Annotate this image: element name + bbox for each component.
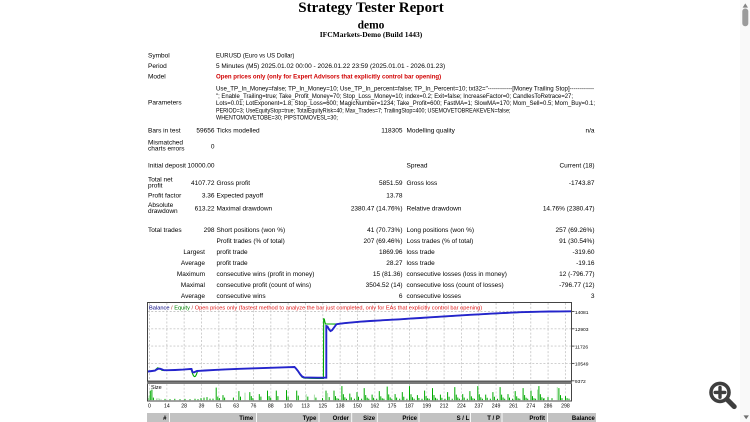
svg-text:113: 113 <box>301 404 309 410</box>
svg-text:76: 76 <box>251 404 257 410</box>
svg-text:125: 125 <box>318 404 327 410</box>
svg-text:63: 63 <box>233 404 239 410</box>
svg-text:39: 39 <box>199 404 205 410</box>
svg-text:28: 28 <box>181 404 187 410</box>
svg-text:14: 14 <box>164 404 170 410</box>
svg-text:162: 162 <box>370 404 379 410</box>
svg-text:274: 274 <box>526 404 535 410</box>
svg-text:S / L: S / L <box>457 416 470 422</box>
svg-text:12903: 12903 <box>575 327 589 333</box>
svg-text:Time: Time <box>239 416 254 422</box>
svg-text:#: # <box>163 416 167 422</box>
svg-text:Type: Type <box>303 416 317 422</box>
svg-text:298: 298 <box>561 404 570 410</box>
svg-text:249: 249 <box>492 404 501 410</box>
svg-text:138: 138 <box>336 404 345 410</box>
svg-text:237: 237 <box>474 404 483 410</box>
svg-text:14081: 14081 <box>575 310 589 316</box>
svg-text:88: 88 <box>268 404 274 410</box>
svg-text:51: 51 <box>216 404 222 410</box>
svg-text:Price: Price <box>402 416 417 422</box>
svg-text:10549: 10549 <box>575 362 589 368</box>
svg-text:175: 175 <box>388 404 397 410</box>
svg-text:Profit: Profit <box>529 416 545 422</box>
svg-text:Size: Size <box>363 416 376 422</box>
svg-text:T / P: T / P <box>487 416 500 422</box>
svg-text:187: 187 <box>405 404 414 410</box>
svg-text:100: 100 <box>284 404 293 410</box>
svg-text:199: 199 <box>422 404 431 410</box>
svg-text:0: 0 <box>148 404 151 410</box>
svg-text:Balance: Balance <box>572 416 596 422</box>
svg-text:212: 212 <box>440 404 449 410</box>
svg-text:150: 150 <box>353 404 362 410</box>
svg-text:224: 224 <box>457 404 466 410</box>
svg-text:9372: 9372 <box>575 379 586 385</box>
svg-text:Order: Order <box>333 416 350 422</box>
svg-text:286: 286 <box>544 404 553 410</box>
svg-text:261: 261 <box>509 404 518 410</box>
svg-text:11726: 11726 <box>575 344 589 350</box>
